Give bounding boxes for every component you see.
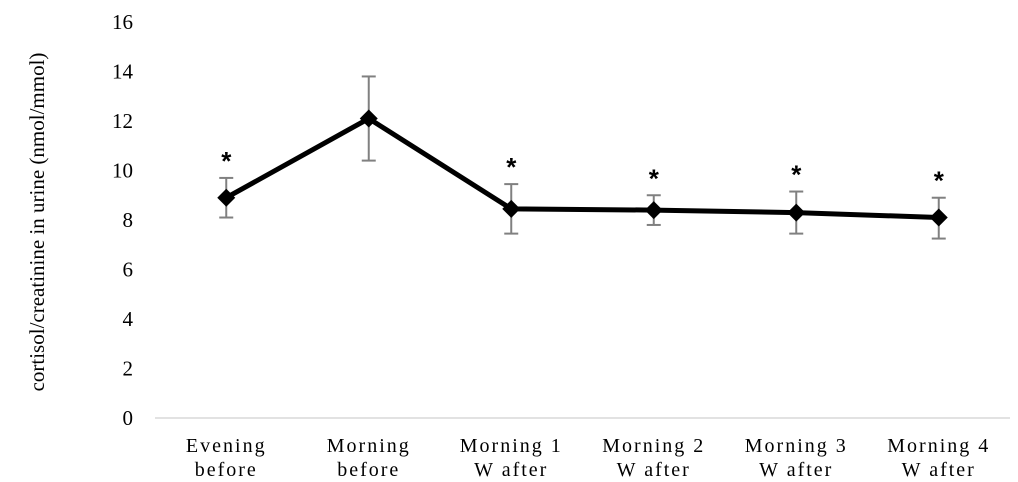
x-tick-label: Morning 3 [745,435,848,457]
x-tick-label: Evening [186,435,267,457]
x-tick-label: Morning 4 [887,435,990,457]
x-tick-label: before [195,459,258,481]
series-line [225,116,939,221]
y-axis-ticks: 0 2 4 6 8 10 12 14 16 [112,10,134,430]
y-tick-label: 0 [123,406,134,430]
y-tick-label: 8 [123,208,134,232]
y-tick-label: 12 [112,109,133,133]
x-tick-label: Morning 1 [460,435,563,457]
data-point-marker [217,188,236,207]
x-tick-label: W after [902,459,976,481]
data-point-marker [359,109,378,128]
x-tick-label: before [337,459,400,481]
x-tick-label: W after [474,459,548,481]
significance-markers: * * * * * [221,146,945,196]
x-tick-label: Morning 2 [602,435,705,457]
significance-star: * [791,160,802,190]
data-point-marker [929,208,948,227]
significance-star: * [649,163,660,193]
y-tick-label: 6 [123,258,134,282]
data-point-marker [502,199,521,218]
data-point-marker [644,201,663,220]
significance-star: * [934,166,945,196]
data-markers [217,109,948,227]
significance-star: * [506,152,517,182]
x-tick-label: Morning [327,435,411,457]
y-tick-label: 14 [112,60,134,84]
y-tick-label: 2 [123,357,134,381]
y-tick-label: 10 [112,159,133,183]
data-point-marker [787,203,806,222]
y-tick-label: 16 [112,10,133,34]
x-tick-label: W after [759,459,833,481]
y-tick-label: 4 [123,307,134,331]
x-tick-label: W after [617,459,691,481]
significance-star: * [221,146,232,176]
y-axis-title: cortisol/creatinine in urine (nmol/mmol) [25,53,49,392]
